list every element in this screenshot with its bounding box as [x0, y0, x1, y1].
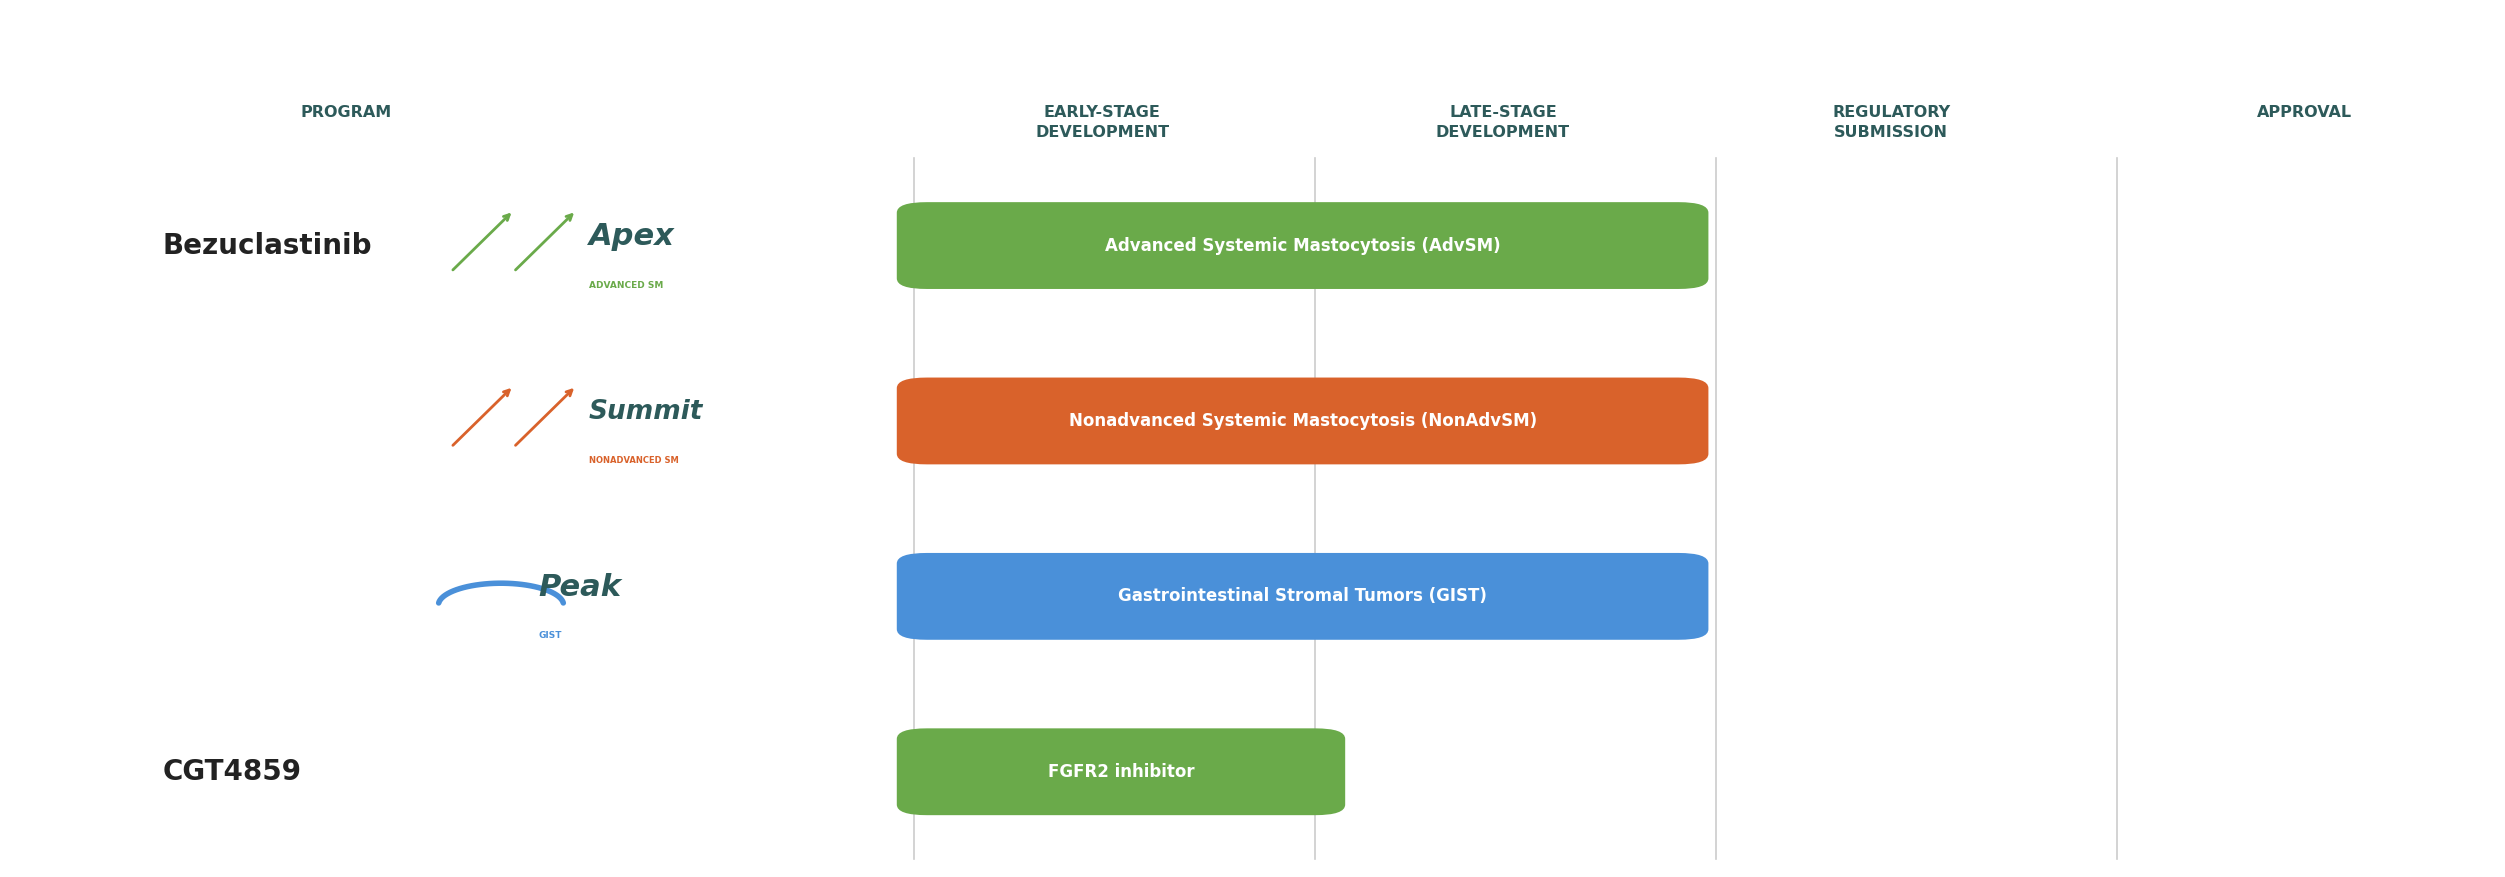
Text: Peak: Peak [539, 573, 621, 602]
Text: ADVANCED SM: ADVANCED SM [589, 281, 664, 289]
Text: FGFR2 inhibitor: FGFR2 inhibitor [1047, 763, 1195, 781]
Text: Gastrointestinal Stromal Tumors (GIST): Gastrointestinal Stromal Tumors (GIST) [1117, 588, 1488, 605]
Text: PROGRAM: PROGRAM [301, 105, 391, 120]
Text: Nonadvanced Systemic Mastocytosis (NonAdvSM): Nonadvanced Systemic Mastocytosis (NonAd… [1070, 412, 1536, 430]
FancyBboxPatch shape [897, 553, 1708, 640]
FancyBboxPatch shape [897, 728, 1345, 816]
Text: Bezuclastinib: Bezuclastinib [163, 232, 373, 260]
FancyBboxPatch shape [897, 377, 1708, 465]
Text: Summit: Summit [589, 399, 704, 425]
Text: Apex: Apex [589, 222, 674, 252]
Text: EARLY-STAGE
DEVELOPMENT: EARLY-STAGE DEVELOPMENT [1035, 105, 1170, 140]
FancyBboxPatch shape [897, 203, 1708, 289]
Text: NONADVANCED SM: NONADVANCED SM [589, 456, 679, 465]
Text: LATE-STAGE
DEVELOPMENT: LATE-STAGE DEVELOPMENT [1435, 105, 1571, 140]
Text: CGT4859: CGT4859 [163, 758, 301, 786]
Text: Advanced Systemic Mastocytosis (AdvSM): Advanced Systemic Mastocytosis (AdvSM) [1105, 237, 1500, 254]
Text: GIST: GIST [539, 631, 561, 640]
Text: REGULATORY
SUBMISSION: REGULATORY SUBMISSION [1831, 105, 1951, 140]
Text: APPROVAL: APPROVAL [2257, 105, 2352, 120]
